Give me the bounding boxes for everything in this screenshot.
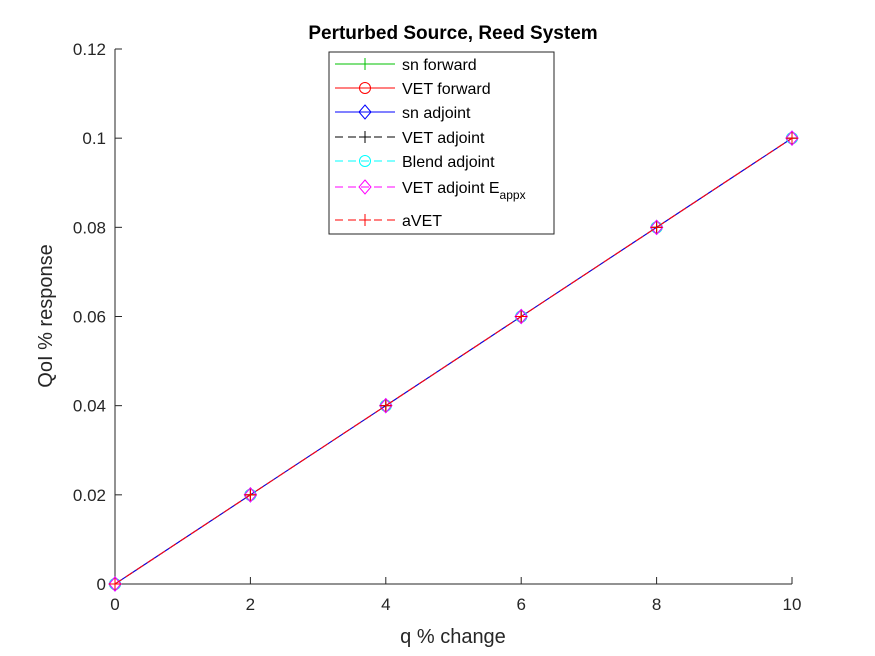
x-axis-label: q % change <box>400 626 506 648</box>
x-tick-label: 6 <box>516 595 525 614</box>
legend-item: VET adjoint <box>335 130 485 147</box>
data-point <box>785 130 799 146</box>
legend-marker <box>358 104 372 120</box>
legend-marker <box>359 82 371 94</box>
legend: sn forward VET forward sn adjoint VET adjoi… <box>328 51 555 235</box>
legend-marker <box>359 214 371 226</box>
data-point <box>109 578 121 590</box>
chart-title: Perturbed Source, Reed System <box>308 23 597 44</box>
legend-label: VET adjoint Eappx <box>402 180 526 202</box>
legend-marker <box>359 58 371 70</box>
legend-item: Blend adjoint <box>335 154 495 171</box>
y-tick-label: 0.04 <box>73 397 106 416</box>
y-tick-label: 0 <box>97 575 106 594</box>
data-point <box>514 308 528 325</box>
data-point <box>650 221 663 234</box>
x-tick-label: 4 <box>381 595 390 614</box>
series-line <box>114 137 793 585</box>
series-7 <box>109 132 798 590</box>
legend-item: VET forward <box>335 81 491 98</box>
legend-item: sn adjoint <box>335 104 471 122</box>
legend-item: VET adjoint Eappx <box>335 179 526 202</box>
legend-marker <box>359 131 371 143</box>
legend-marker <box>358 179 372 195</box>
legend-marker <box>359 155 371 167</box>
legend-item: aVET <box>335 213 442 230</box>
y-tick-label: 0.12 <box>73 40 106 59</box>
y-tick-label: 0.06 <box>73 308 106 327</box>
legend-label: Blend adjoint <box>402 154 495 171</box>
legend-label: VET forward <box>402 81 491 98</box>
y-tick-label: 0.08 <box>73 218 106 237</box>
legend-label: sn forward <box>402 57 477 74</box>
legend-label: aVET <box>402 213 442 230</box>
data-point <box>244 488 257 501</box>
x-tick-label: 2 <box>246 595 255 614</box>
x-tick-label: 8 <box>652 595 661 614</box>
data-point <box>243 487 258 503</box>
data-point <box>786 132 798 145</box>
legend-label: VET adjoint <box>402 130 485 147</box>
data-point <box>515 310 528 323</box>
y-tick-label: 0.02 <box>73 486 106 505</box>
y-tick-label: 0.1 <box>82 129 106 148</box>
y-axis-label: QoI % response <box>35 244 57 387</box>
data-point <box>379 399 392 412</box>
legend-label: sn adjoint <box>402 105 471 122</box>
x-tick-label: 0 <box>110 595 119 614</box>
x-tick-label: 10 <box>783 595 802 614</box>
legend-item: sn forward <box>335 57 477 74</box>
